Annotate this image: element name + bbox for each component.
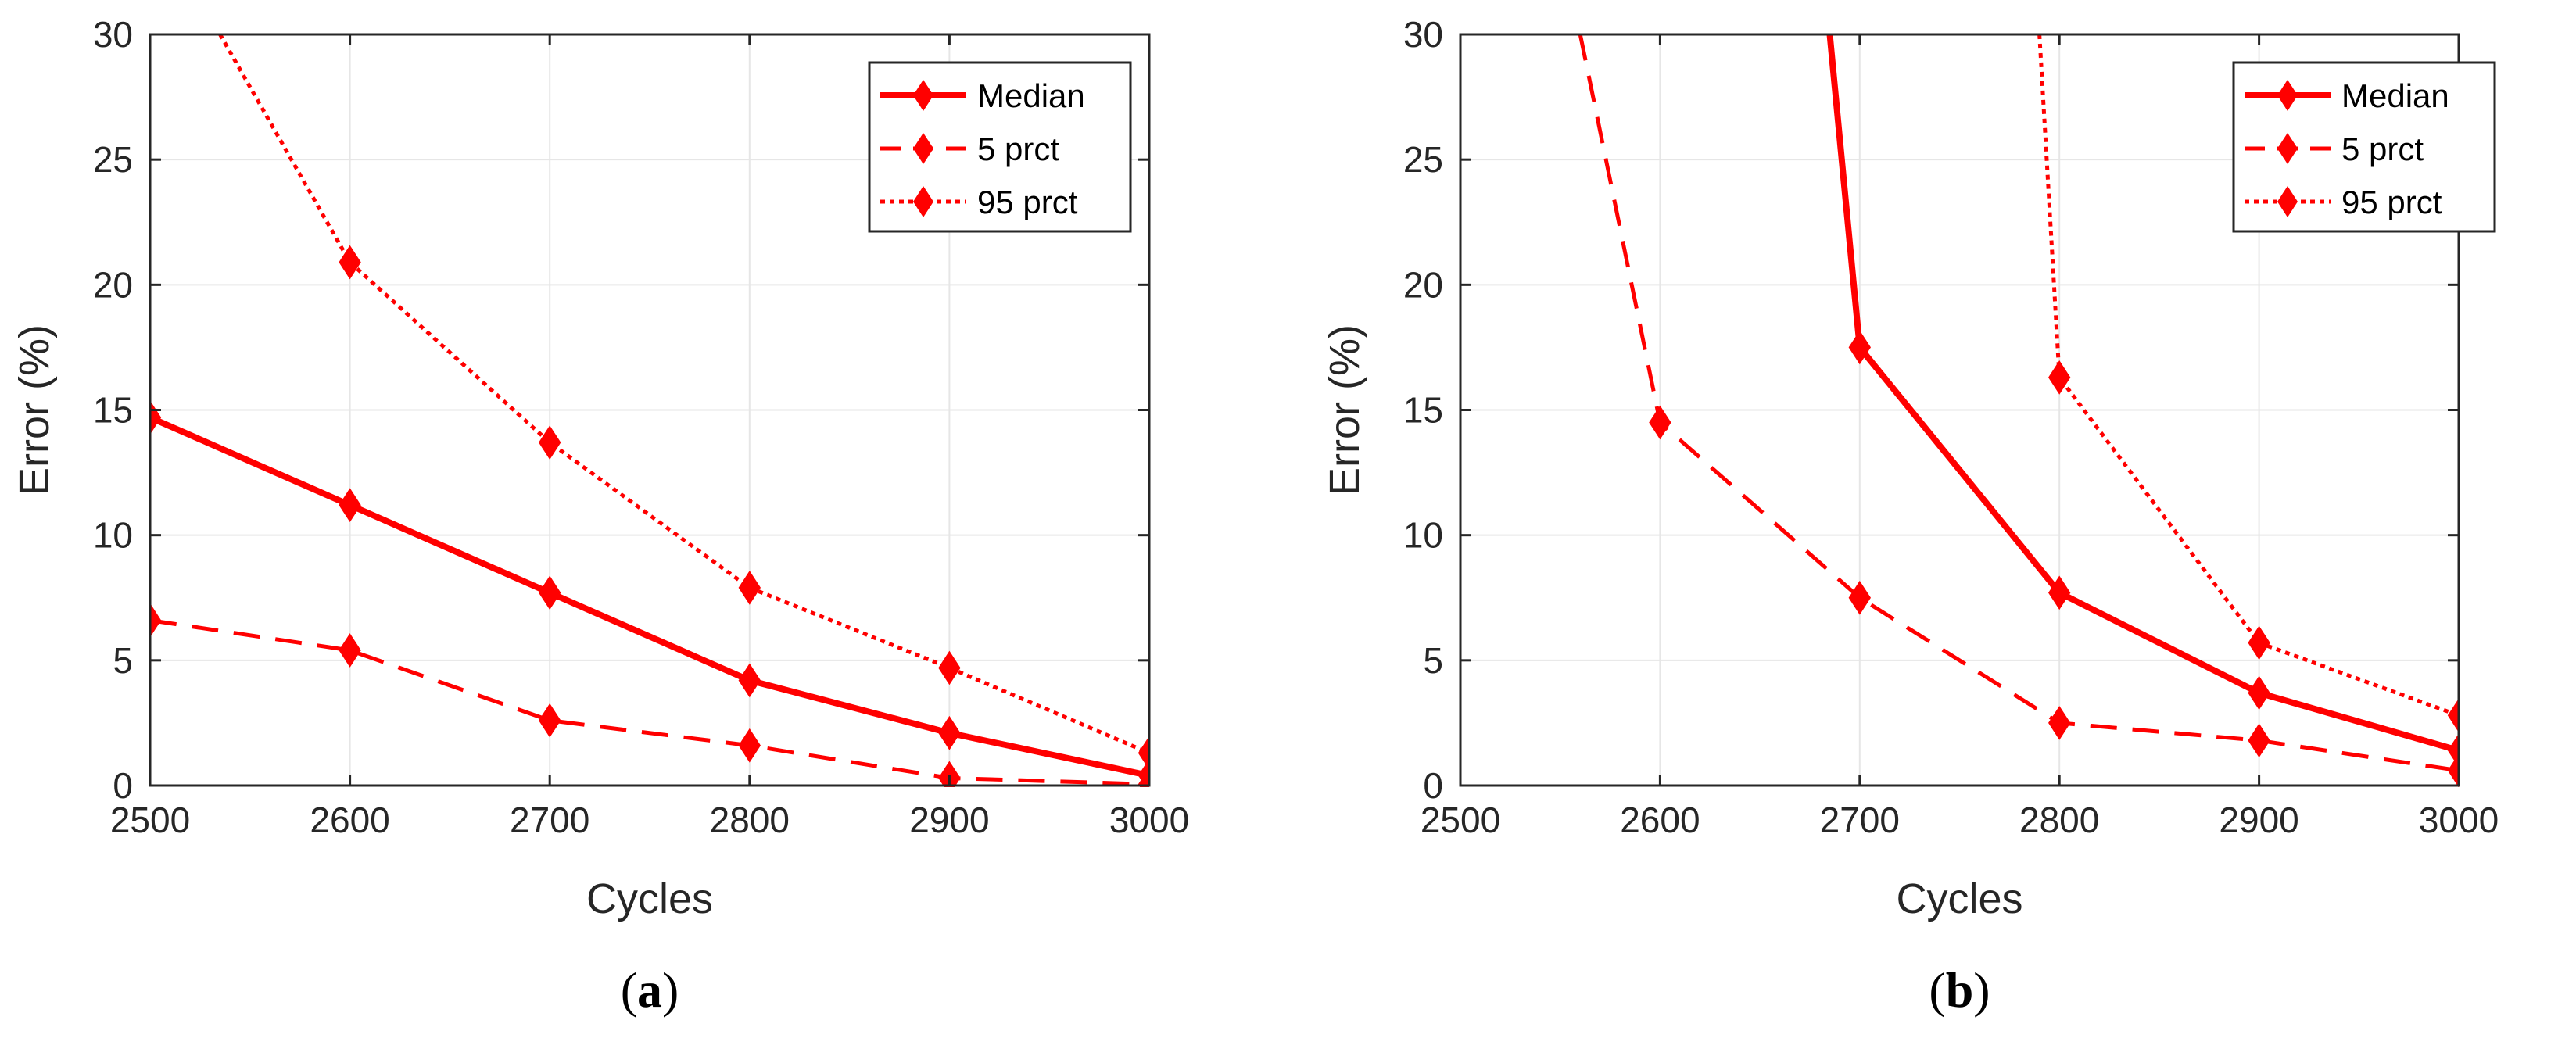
- data-point-marker: [539, 575, 561, 610]
- legend-label: Median: [977, 77, 1085, 114]
- data-point-marker: [738, 571, 761, 605]
- legend: Median 5 prct 95 prct: [2232, 61, 2496, 233]
- y-tick-label: 0: [113, 765, 133, 806]
- x-axis-label: Cycles: [1896, 875, 2022, 922]
- x-tick-label: 2600: [1620, 800, 1700, 840]
- data-point-marker: [938, 715, 961, 750]
- data-point-marker: [2248, 723, 2270, 758]
- legend-label: 5 prct: [977, 131, 1059, 167]
- legend-label: 95 prct: [2341, 184, 2442, 220]
- series-95-prct: [218, 33, 1149, 771]
- panel-caption: (b): [1929, 962, 1990, 1018]
- x-tick-label: 2900: [2219, 800, 2298, 840]
- y-tick-label: 20: [1403, 264, 1443, 305]
- y-tick-label: 15: [1403, 390, 1443, 431]
- y-tick-label: 30: [1403, 14, 1443, 55]
- y-axis-label: Error (%): [1321, 324, 1368, 496]
- data-point-marker: [2447, 753, 2459, 787]
- series-5-prct: [150, 603, 1149, 787]
- legend-label: Median: [2341, 77, 2449, 114]
- data-point-marker: [1138, 736, 1149, 771]
- series-line: [150, 618, 1149, 786]
- y-tick-label: 5: [113, 640, 133, 681]
- x-tick-label: 2800: [2019, 800, 2099, 840]
- series-line: [2037, 34, 2459, 718]
- data-point-marker: [1848, 330, 1871, 365]
- x-tick-label: 2600: [310, 800, 389, 840]
- legend-marker: [913, 80, 933, 111]
- y-tick-label: 10: [93, 515, 133, 556]
- y-tick-label: 10: [1403, 515, 1443, 556]
- y-tick-label: 25: [93, 139, 133, 180]
- panel-caption: (a): [621, 962, 679, 1018]
- data-point-marker: [2248, 625, 2270, 660]
- x-tick-label: 2700: [1820, 800, 1900, 840]
- data-point-marker: [2048, 575, 2071, 610]
- data-point-marker: [539, 703, 561, 738]
- x-tick-label: 2500: [110, 800, 190, 840]
- x-tick-label: 2500: [1421, 800, 1500, 840]
- y-tick-label: 0: [1423, 765, 1443, 806]
- data-point-marker: [150, 603, 162, 638]
- data-point-marker: [1138, 767, 1149, 787]
- x-tick-label: 2800: [710, 800, 790, 840]
- y-tick-label: 20: [93, 264, 133, 305]
- legend: Median 5 prct 95 prct: [868, 61, 1132, 233]
- legend-marker: [913, 133, 933, 164]
- chart-panel-b: 2500 2600 2700 2800 2900 3000 0 5 10 15 20 25 30 Cycl…: [1321, 14, 2499, 1018]
- x-axis-label: Cycles: [586, 875, 713, 922]
- x-tick-label: 2700: [510, 800, 589, 840]
- data-point-marker: [2048, 706, 2071, 740]
- y-axis-label: Error (%): [11, 324, 58, 496]
- data-point-marker: [738, 728, 761, 763]
- y-tick-label: 15: [93, 390, 133, 431]
- legend-marker: [2277, 80, 2298, 111]
- data-point-marker: [738, 663, 761, 698]
- x-tick-label: 2900: [909, 800, 989, 840]
- series-line: [1578, 34, 2459, 773]
- data-point-marker: [339, 245, 361, 280]
- data-point-marker: [339, 633, 361, 668]
- data-point-marker: [2248, 675, 2270, 710]
- chart-panel-a: 2500 2600 2700 2800 2900 3000 0 5 10 15 20 25 30 Cycl…: [11, 14, 1189, 1018]
- legend-marker: [2277, 186, 2298, 217]
- data-point-marker: [938, 650, 961, 685]
- x-tick-label: 3000: [1109, 800, 1189, 840]
- data-point-marker: [2048, 360, 2071, 395]
- data-point-marker: [1848, 580, 1871, 615]
- legend-marker: [913, 186, 933, 217]
- data-point-marker: [339, 488, 361, 523]
- series-5-prct: [1578, 34, 2459, 787]
- data-point-marker: [539, 425, 561, 460]
- x-tick-label: 3000: [2419, 800, 2499, 840]
- legend-label: 5 prct: [2341, 131, 2424, 167]
- y-tick-label: 25: [1403, 139, 1443, 180]
- y-tick-label: 30: [93, 14, 133, 55]
- y-tick-label: 5: [1423, 640, 1443, 681]
- legend-label: 95 prct: [977, 184, 1078, 220]
- data-point-marker: [1649, 405, 1671, 440]
- series-line: [218, 33, 1149, 755]
- legend-marker: [2277, 133, 2298, 164]
- data-point-marker: [2447, 698, 2459, 733]
- series-95-prct: [2037, 34, 2459, 733]
- series-line: [150, 414, 1149, 779]
